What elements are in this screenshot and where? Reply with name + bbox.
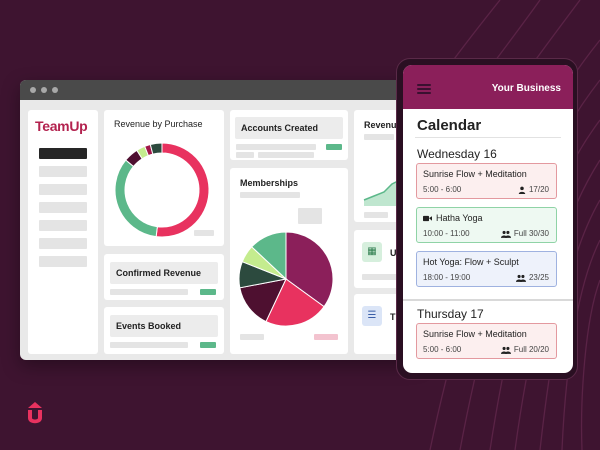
teamup-logo: TeamUp (35, 118, 88, 134)
event-time: 18:00 - 19:00 (423, 273, 471, 282)
event-time: 5:00 - 6:00 (423, 185, 462, 194)
event-title: Sunrise Flow + Meditation (423, 169, 527, 179)
event-capacity: Full 20/20 (513, 345, 549, 354)
pie-slice[interactable] (285, 231, 334, 308)
event-title: Sunrise Flow + Meditation (423, 329, 527, 339)
teamup-mark-icon (28, 402, 42, 424)
hamburger-menu-icon[interactable] (417, 84, 431, 94)
pie-slice[interactable] (251, 231, 287, 281)
placeholder-bar (240, 192, 300, 198)
sidebar: TeamUp (28, 110, 98, 354)
card-title: Confirmed Revenue (110, 262, 218, 284)
event-time: 10:00 - 11:00 (423, 229, 470, 238)
sidebar-item-active[interactable] (39, 148, 87, 159)
card-title: U (390, 248, 397, 258)
business-name: Your Business (491, 83, 561, 94)
group-icon (515, 274, 526, 282)
divider (403, 299, 573, 301)
divider (415, 137, 561, 138)
event-capacity: 23/25 (528, 273, 549, 282)
placeholder-bar (362, 274, 402, 280)
video-icon (423, 215, 432, 221)
window-titlebar (20, 80, 420, 100)
card-title: Revenu (364, 120, 397, 130)
placeholder-bar (364, 212, 388, 218)
pie-slice[interactable] (149, 142, 163, 155)
sidebar-item[interactable] (39, 202, 87, 213)
sidebar-item[interactable] (39, 166, 87, 177)
event-time: 5:00 - 6:00 (423, 345, 462, 354)
list-icon: ☰ (362, 306, 382, 326)
placeholder-bar (240, 334, 264, 340)
placeholder-bar (194, 230, 214, 236)
sidebar-item[interactable] (39, 256, 87, 267)
card-title: Memberships (240, 178, 299, 188)
window-dot[interactable] (41, 87, 47, 93)
revenue-donut-chart (114, 142, 210, 238)
card-title: Revenue by Purchase (114, 119, 203, 129)
event-card[interactable]: Hatha Yoga 10:00 - 11:00 Full 30/30 (416, 207, 557, 243)
pie-slice[interactable] (155, 142, 210, 238)
event-card[interactable]: Sunrise Flow + Meditation 5:00 - 6:00 17… (416, 163, 557, 199)
event-card[interactable]: Hot Yoga: Flow + Sculpt 18:00 - 19:00 23… (416, 251, 557, 287)
calendar-title: Calendar (417, 117, 482, 134)
window-dot[interactable] (30, 87, 36, 93)
person-icon (518, 186, 526, 194)
day-heading: Wednesday 16 (417, 147, 497, 161)
group-icon (500, 346, 511, 354)
event-capacity: 17/20 (528, 185, 549, 194)
placeholder-bar (236, 152, 254, 158)
placeholder-bar (364, 134, 394, 140)
pie-slice[interactable] (114, 159, 158, 238)
confirmed-revenue-card[interactable]: Confirmed Revenue (104, 254, 224, 300)
event-capacity: Full 30/30 (513, 229, 549, 238)
sidebar-item[interactable] (39, 184, 87, 195)
event-card[interactable]: Sunrise Flow + Meditation 5:00 - 6:00 Fu… (416, 323, 557, 359)
sidebar-item[interactable] (39, 220, 87, 231)
calendar-icon: ▦ (362, 242, 382, 262)
status-pill (326, 144, 342, 150)
placeholder-bar (258, 152, 314, 158)
status-pill (200, 342, 216, 348)
placeholder-bar (236, 144, 316, 150)
window-dot[interactable] (52, 87, 58, 93)
group-icon (500, 230, 511, 238)
card-title: Accounts Created (235, 117, 343, 139)
dashboard-window: TeamUp Revenue by Purchase Confirmed Rev… (20, 80, 420, 360)
memberships-pie-chart (238, 231, 334, 327)
status-pill (314, 334, 338, 340)
placeholder-bar (110, 342, 188, 348)
card-title: T (390, 312, 396, 322)
memberships-card[interactable]: Memberships (230, 168, 348, 354)
card-title: Events Booked (110, 315, 218, 337)
phone-screen: Your Business Calendar Wednesday 16 Sunr… (403, 65, 573, 373)
status-pill (200, 289, 216, 295)
accounts-created-card[interactable]: Accounts Created (230, 110, 348, 160)
placeholder-block (298, 208, 322, 224)
day-heading: Thursday 17 (417, 307, 484, 321)
phone-device: Your Business Calendar Wednesday 16 Sunr… (396, 58, 578, 380)
events-booked-card[interactable]: Events Booked (104, 307, 224, 354)
event-title: Hatha Yoga (436, 213, 483, 223)
phone-header: Your Business (403, 65, 573, 109)
placeholder-bar (110, 289, 188, 295)
event-title: Hot Yoga: Flow + Sculpt (423, 257, 519, 267)
revenue-by-purchase-card[interactable]: Revenue by Purchase (104, 110, 224, 246)
sidebar-item[interactable] (39, 238, 87, 249)
